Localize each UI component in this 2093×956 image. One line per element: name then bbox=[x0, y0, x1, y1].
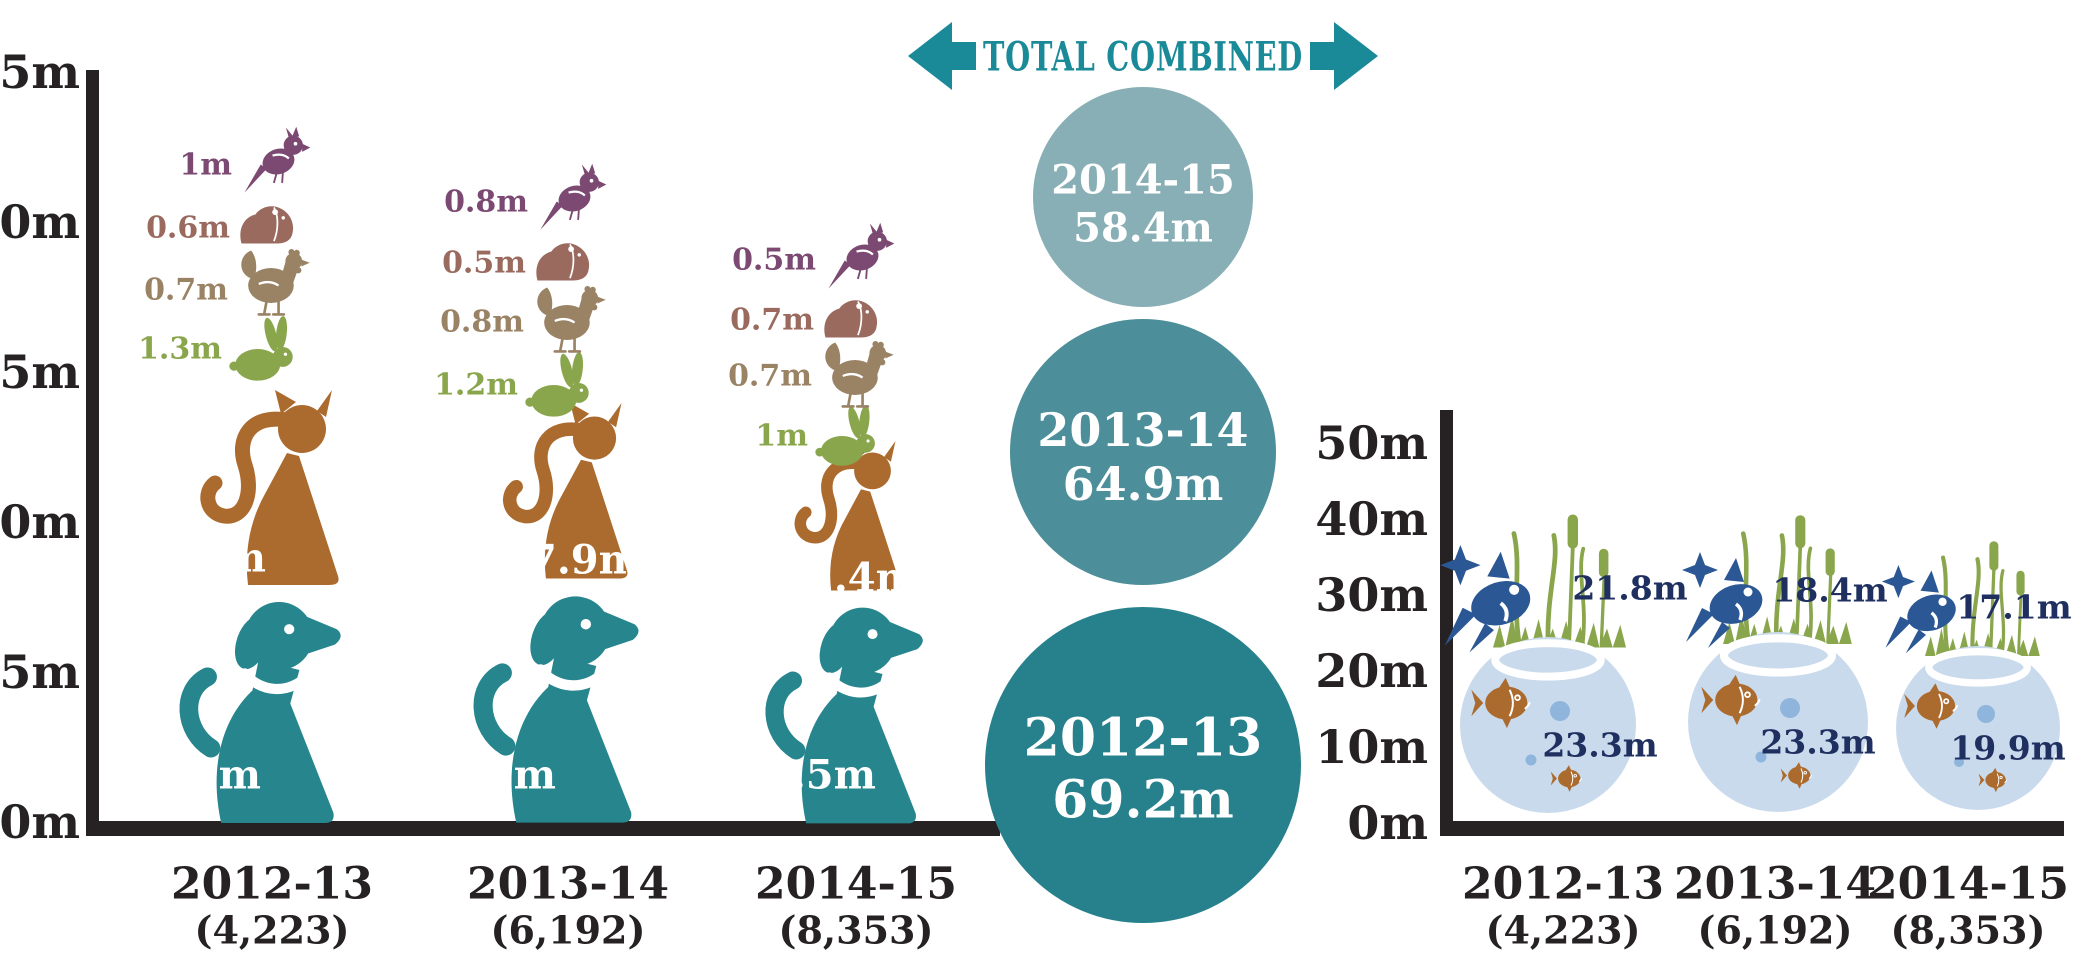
guinea-pig-icon bbox=[823, 299, 878, 339]
dog-value: 8.9m bbox=[444, 752, 556, 799]
left-y-tick-20m: 20m bbox=[0, 195, 80, 249]
total-circle-value: 58.4m bbox=[1073, 205, 1213, 252]
total-circle-value: 69.2m bbox=[1052, 770, 1234, 831]
right-y-axis bbox=[1440, 410, 1453, 835]
x-label-sample: (4,223) bbox=[195, 908, 350, 953]
x-label-year: 2012-13 bbox=[1462, 859, 1664, 910]
dog-value: 8.6m bbox=[149, 752, 261, 799]
bird-icon bbox=[243, 125, 312, 194]
bird-value: 0.8m bbox=[444, 185, 528, 220]
outdoor-fish-value: 21.8m bbox=[1572, 569, 1687, 608]
bubble-icon bbox=[1954, 757, 1964, 767]
dog-value: 8.5m bbox=[764, 752, 876, 799]
bird-value: 1m bbox=[179, 148, 232, 183]
x-label-sample: (4,223) bbox=[1486, 908, 1641, 953]
fish-column-2014-15: 17.1m 19.9m 2014-15 (8,353) bbox=[1867, 541, 2072, 953]
indoor-fish-value: 23.3m bbox=[1542, 726, 1657, 765]
left-y-tick-5m: 5m bbox=[0, 645, 80, 699]
x-label-year: 2013-14 bbox=[1674, 859, 1876, 910]
right-y-tick-20m: 20m bbox=[1315, 644, 1428, 698]
total-circle-year: 2012-13 bbox=[1024, 708, 1263, 769]
rabbit-icon bbox=[229, 315, 293, 381]
bubble-icon bbox=[1525, 754, 1537, 766]
right-y-tick-0m: 0m bbox=[1347, 796, 1428, 850]
bubble-icon bbox=[1755, 751, 1767, 763]
bubble-icon bbox=[1780, 698, 1800, 718]
left-y-tick-15m: 15m bbox=[0, 345, 80, 399]
total-circle-2012-13 bbox=[985, 607, 1301, 923]
arrow-right-icon bbox=[1310, 22, 1378, 90]
fish-column-2012-13: 21.8m 23.3m 2012-13 (4,223) bbox=[1438, 515, 1688, 953]
x-label-sample: (6,192) bbox=[491, 908, 646, 953]
cat-value: 7.9m bbox=[529, 537, 641, 584]
chicken-icon bbox=[535, 284, 608, 353]
fish-column-2013-14: 18.4m 23.3m 2013-14 (6,192) bbox=[1674, 515, 1888, 953]
left-y-tick-25m: 25m bbox=[0, 45, 80, 99]
guinea-pig-value: 0.6m bbox=[146, 211, 230, 246]
rabbit-value: 1m bbox=[755, 419, 808, 454]
indoor-fish-value: 19.9m bbox=[1950, 729, 2065, 768]
total-combined-heading: TOTAL COMBINED bbox=[983, 34, 1303, 81]
total-circle-2014-15 bbox=[1033, 87, 1253, 307]
bubble-icon bbox=[1550, 701, 1570, 721]
outdoor-fish-icon bbox=[1438, 543, 1539, 655]
arrow-left-icon bbox=[908, 22, 976, 90]
chicken-icon bbox=[823, 339, 896, 408]
chicken-value: 0.7m bbox=[728, 359, 812, 394]
left-column-2014-15: 0.5m 0.7m 0.7m 1m 7.4m 8.5m 2014-15 (8,3… bbox=[728, 221, 957, 953]
chicken-value: 0.7m bbox=[144, 273, 228, 308]
total-circle-year: 2014-15 bbox=[1051, 157, 1235, 204]
left-y-axis bbox=[86, 70, 99, 835]
total-combined-panel: TOTAL COMBINED 2014-15 58.4m 2013-14 64.… bbox=[908, 22, 1378, 923]
rabbit-value: 1.2m bbox=[434, 368, 518, 403]
cat-value: 7.4m bbox=[806, 555, 918, 602]
guinea-pig-icon bbox=[535, 242, 590, 282]
x-label-sample: (8,353) bbox=[779, 908, 934, 953]
right-y-tick-40m: 40m bbox=[1315, 492, 1428, 546]
x-label-year: 2012-13 bbox=[171, 859, 373, 910]
right-y-tick-30m: 30m bbox=[1315, 568, 1428, 622]
bird-icon bbox=[539, 162, 608, 231]
right-y-tick-10m: 10m bbox=[1315, 720, 1428, 774]
total-circle-year: 2013-14 bbox=[1037, 403, 1248, 457]
fish-chart: 50m 40m 30m 20m 10m 0m 21.8m 23.3m 2012-… bbox=[1315, 410, 2072, 953]
x-label-year: 2013-14 bbox=[467, 859, 669, 910]
guinea-pig-icon bbox=[239, 205, 294, 245]
rabbit-icon bbox=[525, 351, 589, 417]
total-circle-2013-14 bbox=[1010, 319, 1276, 585]
cat-value: 8.5m bbox=[154, 535, 266, 582]
left-y-tick-10m: 10m bbox=[0, 495, 80, 549]
left-y-tick-0m: 0m bbox=[0, 795, 80, 849]
total-circle-value: 64.9m bbox=[1063, 457, 1224, 511]
left-column-2012-13: 1m 0.6m 0.7m 1.3m 8.5m 8.6m 2012-13 (4,2… bbox=[138, 125, 373, 953]
chicken-icon bbox=[239, 247, 312, 316]
rabbit-value: 1.3m bbox=[138, 332, 222, 367]
indoor-fish-value: 23.3m bbox=[1760, 723, 1875, 762]
bubble-icon bbox=[1977, 705, 1995, 723]
x-label-sample: (8,353) bbox=[1891, 908, 2046, 953]
right-x-axis bbox=[1440, 821, 2064, 836]
guinea-pig-value: 0.5m bbox=[442, 246, 526, 281]
right-y-tick-50m: 50m bbox=[1315, 416, 1428, 470]
chicken-value: 0.8m bbox=[440, 305, 524, 340]
bird-icon bbox=[827, 221, 896, 290]
outdoor-fish-icon bbox=[1880, 563, 1963, 655]
dogs-cats-chart: 25m 20m 15m 10m 5m 0m 1m 0.6m 0.7m 1.3m … bbox=[0, 45, 1000, 953]
x-label-year: 2014-15 bbox=[1867, 859, 2069, 910]
outdoor-fish-value: 17.1m bbox=[1956, 588, 2071, 627]
left-column-2013-14: 0.8m 0.5m 0.8m 1.2m 7.9m 8.9m 2013-14 (6… bbox=[434, 162, 669, 953]
x-label-sample: (6,192) bbox=[1698, 908, 1853, 953]
guinea-pig-value: 0.7m bbox=[730, 303, 814, 338]
x-label-year: 2014-15 bbox=[755, 859, 957, 910]
left-x-axis bbox=[86, 821, 1000, 836]
outdoor-fish-value: 18.4m bbox=[1772, 571, 1887, 610]
bird-value: 0.5m bbox=[732, 243, 816, 278]
